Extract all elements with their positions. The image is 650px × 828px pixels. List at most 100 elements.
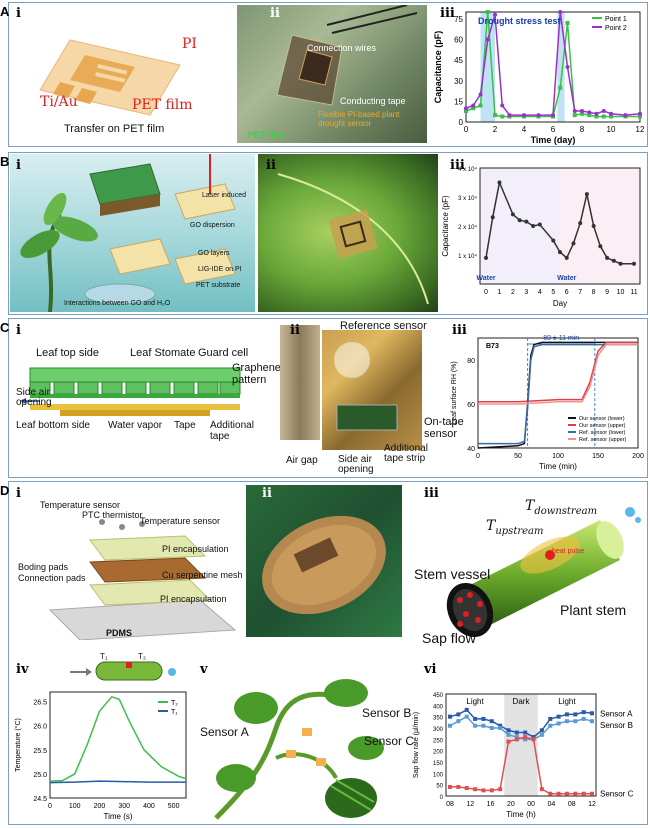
- x-tick-label: 2: [511, 289, 515, 296]
- data-point-d60: [539, 728, 544, 733]
- data-point-b: [605, 255, 610, 260]
- legend-label: T₂: [171, 700, 178, 707]
- data-point-d62: [481, 788, 486, 793]
- data-point-d61: [523, 737, 528, 742]
- data-point-b: [517, 218, 522, 223]
- y-tick-label: 30: [454, 77, 463, 86]
- sub-label-b-ii: ii: [266, 158, 276, 173]
- x-tick-label: 20: [507, 801, 515, 808]
- data-point-d62: [539, 787, 544, 792]
- x-tick-label: 4: [522, 125, 527, 134]
- data-point-d60: [531, 735, 536, 740]
- x-tick-label: 10: [617, 289, 625, 296]
- data-point-a0: [638, 114, 642, 119]
- y-axis-label: Leaf surface RH (%): [451, 361, 458, 424]
- data-point-a1: [601, 109, 606, 113]
- row-c: [8, 318, 648, 478]
- data-point-d62: [448, 784, 452, 789]
- data-point-a1: [623, 113, 628, 118]
- data-point-b: [510, 212, 515, 217]
- label-ti-au: Ti/Au: [40, 94, 78, 110]
- data-point-a0: [594, 114, 599, 119]
- data-point-d61: [590, 719, 594, 724]
- data-point-d60: [523, 730, 528, 735]
- x-tick-label: 5: [551, 289, 555, 296]
- chart-a-iii: 0 2 4 6 8 10 12 0 15 30 45 60 75 Drought stress test P…: [433, 10, 645, 145]
- data-point-d61: [548, 723, 553, 728]
- data-point-a0: [580, 111, 584, 116]
- legend-label: Our sensor (lower): [579, 416, 625, 422]
- label-additional-tape: Additional tape: [210, 420, 254, 442]
- series-line-c1: [478, 341, 638, 403]
- label-ptc-thermistor: PTC thermistor: [82, 510, 143, 520]
- data-point-d61: [506, 732, 511, 737]
- sub-label-d-i: i: [16, 486, 21, 501]
- x-tick-label: 2: [493, 125, 498, 134]
- panel-letter-d: D: [0, 483, 10, 498]
- series-line-c0: [477, 341, 638, 449]
- y-tick-label: 300: [433, 727, 444, 733]
- y-axis-label: Capacitance (pF): [433, 31, 443, 104]
- highlight-band: [557, 12, 565, 122]
- x-tick-label: 16: [487, 801, 495, 808]
- t-downstream-subscript: downstream: [534, 505, 598, 517]
- layered-device-diagram: [48, 519, 237, 640]
- x-tick-label: 7: [578, 289, 582, 296]
- sub-label-c-iii: iii: [452, 323, 467, 338]
- label-t2-icon: T₂: [138, 652, 146, 661]
- x-tick-label: 100: [69, 803, 81, 810]
- chart-tag: B73: [486, 343, 499, 350]
- y-tick-label: 4 x 10⁴: [458, 166, 477, 173]
- y-tick-label: 25.5: [33, 748, 47, 755]
- plot-frame: [49, 691, 187, 799]
- x-tick-label: 10: [607, 125, 616, 134]
- legend-label: Our sensor (upper): [579, 423, 626, 429]
- y-tick-label: 60: [454, 36, 463, 45]
- y-tick-label: 1 x 10⁴: [458, 253, 477, 260]
- x-axis-label: Time (day): [531, 135, 576, 145]
- label-lig-ide: LIG-IDE on PI: [198, 266, 242, 273]
- pi-sensor-illustration: [39, 39, 181, 116]
- sub-label-a-iii: iii: [440, 6, 455, 21]
- annotation-water: Water: [557, 275, 576, 282]
- data-point-d62: [498, 787, 503, 792]
- y-tick-label: 400: [433, 704, 444, 710]
- data-point-d61: [581, 716, 586, 721]
- sub-label-a-i: i: [16, 6, 21, 21]
- chart-d-vi: 08 12 16 20 00 04 08 12 0 50 100 150 200 250 300 350 400…: [413, 693, 634, 819]
- x-tick-label: 9: [605, 289, 609, 296]
- data-point-d60: [464, 707, 469, 712]
- data-point-a1: [594, 111, 599, 116]
- leaf-photo-b: [258, 154, 438, 312]
- band-label: Light: [558, 697, 576, 706]
- legend-label: Ref. sensor (lower): [579, 430, 626, 436]
- x-tick-label: 6: [551, 125, 556, 134]
- sub-label-a-ii: ii: [270, 6, 280, 21]
- chart-d-iv: 0 100 200 300 400 500 24.5 25.0 25.5 26.0 26.5 T₂ T₁…: [14, 691, 187, 821]
- x-tick-label: 3: [524, 289, 528, 296]
- data-point-d60: [556, 714, 561, 719]
- data-point-d62: [514, 737, 519, 742]
- data-point-d62: [564, 791, 569, 796]
- data-point-d62: [523, 735, 528, 740]
- interval-label: 80 ± 11 min: [543, 335, 579, 342]
- label-pet-substrate: PET substrate: [196, 282, 241, 289]
- label-side-air-photo: Side air opening: [338, 454, 374, 475]
- data-point-d62: [473, 787, 478, 792]
- y-tick-label: 100: [433, 772, 444, 778]
- label-sensor-b: Sensor B: [362, 706, 412, 720]
- data-point-d60: [573, 712, 578, 717]
- t-upstream-symbol: T: [486, 518, 496, 534]
- data-point-a1: [478, 92, 483, 97]
- annotation-water: Water: [476, 275, 495, 282]
- data-point-b: [558, 250, 562, 255]
- x-axis-label: Time (min): [539, 462, 577, 471]
- data-point-a0: [464, 109, 468, 113]
- data-point-d60: [473, 716, 478, 721]
- t-downstream-symbol: T: [525, 498, 535, 514]
- x-tick-label: 00: [527, 801, 535, 808]
- x-tick-label: 500: [168, 803, 180, 810]
- data-point-a0: [587, 113, 592, 118]
- data-point-a1: [464, 106, 468, 111]
- x-tick-label: 100: [552, 453, 564, 460]
